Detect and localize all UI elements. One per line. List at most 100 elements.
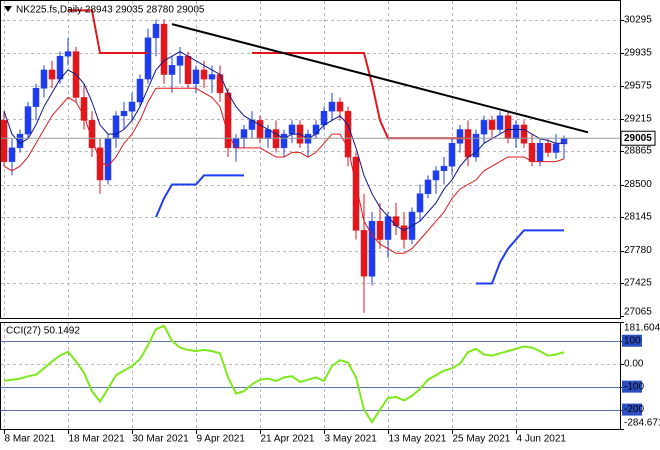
y-tick-label: 28145 — [624, 212, 652, 223]
candle-body — [480, 120, 488, 135]
candle-body — [96, 147, 104, 181]
candle-body — [448, 143, 456, 167]
candle-body — [160, 23, 168, 75]
candle-body — [216, 74, 224, 94]
y-tick-label: -100 — [624, 381, 644, 392]
y-tick-label: -200 — [624, 404, 644, 415]
candle-body — [368, 220, 376, 277]
candle-body — [528, 143, 536, 162]
y-tick-label: 29935 — [624, 48, 652, 59]
level-label-box — [622, 334, 642, 347]
y-tick-label: 100 — [624, 335, 641, 346]
candle-body — [56, 55, 64, 80]
candle-body — [168, 65, 176, 75]
cci-panel-frame — [0, 322, 621, 430]
level-label-box — [622, 380, 642, 393]
candle-body — [208, 74, 216, 80]
candle-body — [224, 92, 232, 149]
y-tick-label: 29575 — [624, 81, 652, 92]
candle-body — [360, 230, 368, 277]
candle-body — [64, 51, 72, 57]
cci-title: CCI(27) 50.1492 — [6, 326, 80, 337]
candle-body — [192, 69, 200, 84]
candle-body — [184, 55, 192, 84]
y-tick-label: 28865 — [624, 146, 652, 157]
candle-body — [504, 115, 512, 139]
level-label-box — [622, 403, 642, 416]
candle-body — [48, 69, 56, 80]
candle-body — [200, 69, 208, 80]
candle-body — [456, 129, 464, 144]
x-tick-label: 18 Mar 2021 — [69, 434, 126, 445]
candle-body — [16, 133, 24, 149]
candle-body — [120, 110, 128, 117]
y-tick-label: 28500 — [624, 179, 652, 190]
candle-body — [104, 138, 112, 181]
candle-body — [128, 101, 136, 112]
candle-body — [384, 216, 392, 240]
candle-body — [256, 120, 264, 139]
candle-body — [336, 101, 344, 112]
cci-line — [3, 324, 565, 425]
x-tick-label: 8 Mar 2021 — [5, 434, 56, 445]
candle-body — [80, 97, 88, 121]
candle-body — [544, 143, 552, 153]
candle-body — [288, 124, 296, 135]
y-tick-label: 27065 — [624, 307, 652, 318]
indicator-line — [155, 174, 564, 285]
candle-body — [496, 115, 504, 130]
candle-body — [328, 101, 336, 112]
y-tick-label: -284.671 — [624, 418, 660, 429]
y-tick-label: 30295 — [624, 15, 652, 26]
x-tick-label: 3 May 2021 — [325, 434, 378, 445]
candle-body — [112, 115, 120, 139]
x-tick-label: 4 Jun 2021 — [517, 434, 567, 445]
y-tick-label: 27780 — [624, 245, 652, 256]
candle-body — [432, 170, 440, 181]
x-tick-label: 21 Apr 2021 — [261, 434, 315, 445]
candle-body — [32, 88, 40, 107]
candle-body — [24, 106, 32, 135]
candle-body — [488, 120, 496, 130]
x-tick-label: 13 May 2021 — [389, 434, 447, 445]
candle-body — [400, 225, 408, 240]
candle-body — [136, 78, 144, 103]
price-title: NK225.fs,Daily 28943 29035 28780 29005 — [16, 5, 205, 16]
y-tick-label: 0.00 — [624, 358, 644, 369]
candle-body — [240, 129, 248, 139]
candle-body — [88, 120, 96, 149]
price-panel-frame — [0, 0, 621, 319]
candle-body — [232, 138, 240, 149]
current-price-label: 29005 — [624, 133, 652, 144]
y-tick-label: 29215 — [624, 114, 652, 125]
candle-body — [144, 37, 152, 80]
x-tick-label: 25 May 2021 — [453, 434, 511, 445]
x-tick-label: 9 Apr 2021 — [197, 434, 246, 445]
candle-body — [552, 143, 560, 153]
candle-body — [472, 133, 480, 158]
x-tick-label: 30 Mar 2021 — [133, 434, 190, 445]
candle-body — [0, 120, 8, 162]
candle-body — [8, 147, 16, 162]
candle-body — [512, 124, 520, 139]
candle-body — [520, 124, 528, 144]
candle-body — [464, 129, 472, 158]
candle-body — [536, 143, 544, 162]
candle-body — [424, 179, 432, 194]
candle-body — [280, 133, 288, 149]
indicator-line — [3, 87, 565, 254]
trendline — [171, 23, 589, 134]
candle-body — [416, 193, 424, 213]
candle-body — [312, 124, 320, 135]
candle-body — [176, 55, 184, 66]
candle-body — [320, 110, 328, 126]
candle-body — [352, 156, 360, 231]
candle-body — [40, 69, 48, 89]
candle-body — [376, 220, 384, 240]
symbol-icon — [4, 6, 12, 12]
candle-body — [440, 165, 448, 172]
